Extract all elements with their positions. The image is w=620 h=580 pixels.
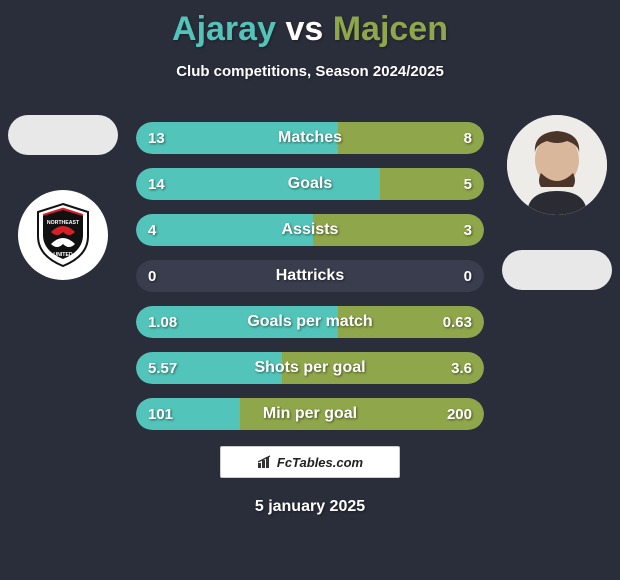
title-player1: Ajaray (172, 10, 276, 48)
player1-avatar-placeholder (8, 115, 118, 155)
title: Ajaray vs Majcen (0, 0, 620, 49)
right-avatar-column (502, 115, 612, 290)
stat-bars: 138Matches 145Goals 43Assists 00Hattricks 1.… (136, 122, 484, 444)
stat-row: 43Assists (136, 214, 484, 246)
title-player2: Majcen (333, 10, 448, 48)
person-icon (507, 115, 607, 215)
svg-text:NORTHEAST: NORTHEAST (47, 220, 80, 226)
player2-avatar (507, 115, 607, 215)
stat-label: Matches (136, 122, 484, 154)
title-vs: vs (285, 10, 323, 48)
footer-brand-badge: FcTables.com (220, 446, 400, 478)
stat-label: Goals per match (136, 306, 484, 338)
chart-icon (257, 455, 273, 469)
subtitle: Club competitions, Season 2024/2025 (0, 63, 620, 80)
stat-row: 5.573.6Shots per goal (136, 352, 484, 384)
footer-brand-text: FcTables.com (277, 455, 363, 470)
stat-label: Shots per goal (136, 352, 484, 384)
svg-text:UNITED: UNITED (53, 252, 73, 258)
stat-row: 1.080.63Goals per match (136, 306, 484, 338)
club-shield-icon: NORTHEAST UNITED (33, 202, 93, 268)
left-avatar-column: NORTHEAST UNITED (8, 115, 118, 280)
stat-row: 138Matches (136, 122, 484, 154)
stat-label: Hattricks (136, 260, 484, 292)
stat-label: Min per goal (136, 398, 484, 430)
date-label: 5 january 2025 (0, 498, 620, 516)
stat-row: 00Hattricks (136, 260, 484, 292)
stat-label: Assists (136, 214, 484, 246)
stat-row: 101200Min per goal (136, 398, 484, 430)
player2-club-badge-placeholder (502, 250, 612, 290)
stat-row: 145Goals (136, 168, 484, 200)
player1-club-badge: NORTHEAST UNITED (18, 190, 108, 280)
stat-label: Goals (136, 168, 484, 200)
